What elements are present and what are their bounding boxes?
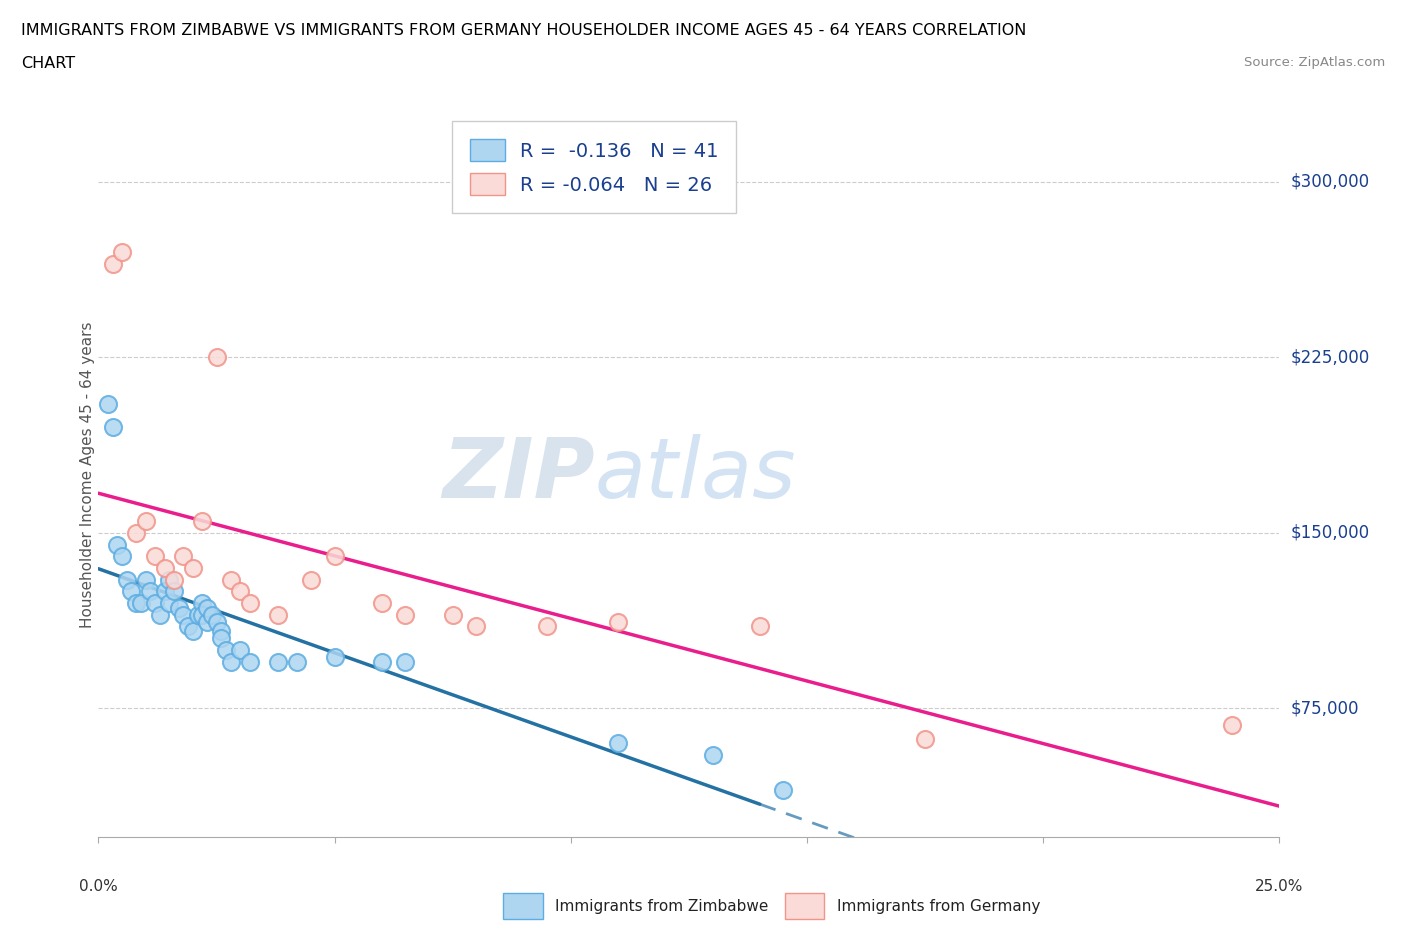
Point — [299, 572, 322, 587]
Point — [239, 654, 262, 669]
Text: Immigrants from Germany: Immigrants from Germany — [837, 899, 1040, 914]
Point — [607, 615, 630, 630]
Point — [111, 245, 134, 259]
Point — [143, 595, 166, 610]
Point — [139, 584, 162, 599]
Point — [191, 607, 214, 622]
Point — [149, 607, 172, 622]
Point — [157, 595, 180, 610]
Point — [607, 736, 630, 751]
Point — [181, 561, 204, 576]
Text: Source: ZipAtlas.com: Source: ZipAtlas.com — [1244, 56, 1385, 69]
Point — [135, 572, 157, 587]
Point — [167, 600, 190, 615]
Point — [121, 584, 143, 599]
Text: IMMIGRANTS FROM ZIMBABWE VS IMMIGRANTS FROM GERMANY HOUSEHOLDER INCOME AGES 45 -: IMMIGRANTS FROM ZIMBABWE VS IMMIGRANTS F… — [21, 23, 1026, 38]
Text: atlas: atlas — [595, 433, 796, 515]
Point — [267, 607, 290, 622]
Point — [187, 607, 209, 622]
Legend: R =  -0.136   N = 41, R = -0.064   N = 26: R = -0.136 N = 41, R = -0.064 N = 26 — [453, 121, 737, 213]
Point — [101, 257, 124, 272]
Point — [129, 595, 152, 610]
Point — [1220, 717, 1243, 732]
Point — [177, 619, 200, 634]
Text: $225,000: $225,000 — [1291, 349, 1369, 366]
Point — [239, 595, 262, 610]
Point — [115, 572, 138, 587]
Point — [914, 731, 936, 746]
Point — [135, 513, 157, 528]
Point — [143, 549, 166, 564]
Point — [153, 584, 176, 599]
Point — [371, 595, 394, 610]
Text: CHART: CHART — [21, 56, 75, 71]
Point — [125, 525, 148, 540]
Point — [323, 649, 346, 664]
Point — [181, 624, 204, 639]
Point — [125, 595, 148, 610]
Text: ZIP: ZIP — [441, 433, 595, 515]
Text: 0.0%: 0.0% — [79, 879, 118, 894]
Point — [285, 654, 308, 669]
Point — [195, 600, 218, 615]
Point — [772, 783, 794, 798]
Point — [172, 607, 194, 622]
Point — [219, 572, 242, 587]
Point — [209, 631, 232, 645]
Point — [172, 549, 194, 564]
Point — [105, 537, 128, 551]
Point — [163, 584, 186, 599]
Text: Immigrants from Zimbabwe: Immigrants from Zimbabwe — [555, 899, 769, 914]
Point — [219, 654, 242, 669]
Y-axis label: Householder Income Ages 45 - 64 years: Householder Income Ages 45 - 64 years — [80, 321, 94, 628]
Point — [748, 619, 770, 634]
Point — [205, 615, 228, 630]
Point — [229, 643, 252, 658]
Point — [157, 572, 180, 587]
Point — [536, 619, 558, 634]
Point — [323, 549, 346, 564]
Point — [101, 420, 124, 435]
Point — [441, 607, 464, 622]
Point — [394, 654, 416, 669]
Point — [111, 549, 134, 564]
Point — [702, 748, 724, 763]
Point — [371, 654, 394, 669]
Point — [215, 643, 238, 658]
Point — [209, 624, 232, 639]
Point — [267, 654, 290, 669]
Point — [201, 607, 224, 622]
Point — [229, 584, 252, 599]
Text: $300,000: $300,000 — [1291, 173, 1369, 191]
Point — [465, 619, 488, 634]
Point — [153, 561, 176, 576]
Point — [394, 607, 416, 622]
Text: $150,000: $150,000 — [1291, 524, 1369, 542]
Point — [191, 595, 214, 610]
Point — [97, 397, 120, 412]
Point — [205, 350, 228, 365]
Point — [163, 572, 186, 587]
Point — [191, 513, 214, 528]
Point — [195, 615, 218, 630]
Text: 25.0%: 25.0% — [1256, 879, 1303, 894]
Text: $75,000: $75,000 — [1291, 699, 1360, 717]
